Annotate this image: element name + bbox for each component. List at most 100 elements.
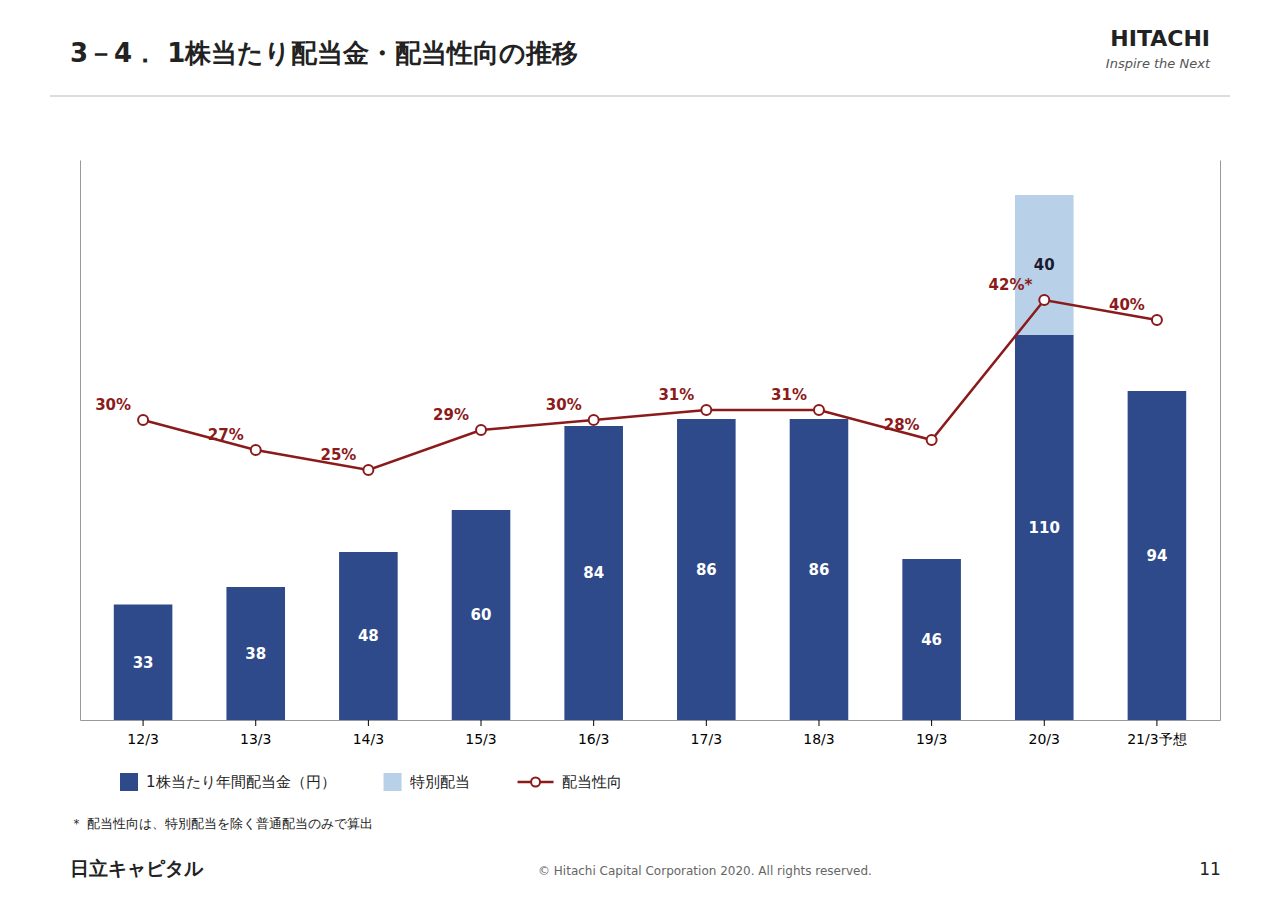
bar <box>339 552 398 720</box>
title: 3－4． 1株当たり配当金・配当性向の推移 <box>70 38 578 68</box>
bar <box>114 604 173 605</box>
x-tick-label: 18/3 <box>803 731 834 747</box>
bar <box>1128 391 1187 392</box>
marker <box>701 405 711 415</box>
x-tick: 17/3 <box>691 720 722 747</box>
data-labels: 3338486084868646110944030%27%25%29%30%31… <box>95 256 1167 671</box>
y-axis-line <box>80 161 81 721</box>
bar-label: 110 <box>1029 519 1060 537</box>
line-label: 28% <box>884 416 920 434</box>
line-label: 42%* <box>989 276 1033 294</box>
x-tick: 13/3 <box>240 720 271 747</box>
bar <box>564 426 623 720</box>
y2-axis <box>1220 161 1221 721</box>
bar-label: 94 <box>1146 547 1167 565</box>
logo-tagline: Inspire the Next <box>1106 56 1211 71</box>
note: ＊ 配当性向は、特別配当を除く普通配当のみで算出 <box>70 816 373 831</box>
plot-area <box>114 195 1186 720</box>
bar <box>339 552 398 553</box>
legend-item: 特別配当 <box>384 773 470 791</box>
chart-container: 3－4． 1株当たり配当金・配当性向の推移 HITACHI Inspire the … <box>0 0 1280 903</box>
marker <box>138 415 148 425</box>
x-tick-mark <box>818 720 819 726</box>
legend-item: 配当性向 <box>518 773 622 791</box>
line-label: 31% <box>771 386 807 404</box>
bars <box>114 195 1186 720</box>
marker <box>251 445 261 455</box>
legend-key-marker <box>531 778 540 787</box>
x-axis-line <box>81 720 1221 721</box>
bar <box>677 419 736 720</box>
bar <box>1015 195 1074 335</box>
x-tick-mark <box>706 720 707 726</box>
marker <box>1039 295 1049 305</box>
x-tick: 16/3 <box>578 720 609 747</box>
legend-item: 1株当たり年間配当金（円） <box>120 773 336 791</box>
x-tick: 15/3 <box>465 720 496 747</box>
x-tick-mark <box>368 720 369 726</box>
legend-label: 配当性向 <box>562 773 622 791</box>
x-tick-label: 19/3 <box>916 731 947 747</box>
bar-label: 60 <box>471 606 492 624</box>
x-tick-mark <box>1156 720 1157 726</box>
x-tick-label: 17/3 <box>691 731 722 747</box>
page-number: 11 <box>1199 859 1221 879</box>
x-tick-label: 16/3 <box>578 731 609 747</box>
bar <box>790 419 849 720</box>
chart-svg: 3－4． 1株当たり配当金・配当性向の推移 HITACHI Inspire the … <box>0 0 1280 903</box>
logo-name: HITACHI <box>1110 26 1210 51</box>
bar-label: 38 <box>245 645 266 663</box>
x-tick-mark <box>481 720 482 726</box>
marker <box>1152 315 1162 325</box>
marker <box>476 425 486 435</box>
x-tick-mark <box>931 720 932 726</box>
x-tick: 20/3 <box>1029 720 1060 747</box>
line <box>143 300 1157 470</box>
marker <box>814 405 824 415</box>
x-tick-label: 21/3予想 <box>1127 731 1186 747</box>
line-label: 30% <box>546 396 582 414</box>
legend-key <box>384 773 402 791</box>
bar <box>226 587 285 720</box>
marker <box>363 465 373 475</box>
x-tick-mark <box>255 720 256 726</box>
legend-label: 1株当たり年間配当金（円） <box>146 773 336 791</box>
marker <box>589 415 599 425</box>
bar <box>902 559 961 560</box>
x-tick-mark <box>143 720 144 726</box>
line-label: 25% <box>320 446 356 464</box>
bar <box>452 510 511 511</box>
line-label: 29% <box>433 406 469 424</box>
legend-label: 特別配当 <box>410 773 470 791</box>
line-label: 27% <box>208 426 244 444</box>
footer-copyright: © Hitachi Capital Corporation 2020. All … <box>538 864 872 878</box>
bar <box>1128 391 1187 720</box>
bar <box>452 510 511 720</box>
line-label: 31% <box>658 386 694 404</box>
legend-key <box>120 773 138 791</box>
bar-label: 46 <box>921 631 942 649</box>
x-tick: 21/3予想 <box>1127 720 1186 747</box>
x-tick: 18/3 <box>803 720 834 747</box>
marker <box>927 435 937 445</box>
x-tick-label: 13/3 <box>240 731 271 747</box>
footer-company: 日立キャピタル <box>70 857 204 879</box>
bar-label: 86 <box>809 561 830 579</box>
bar <box>790 419 849 420</box>
bar <box>902 559 961 720</box>
x-tick: 12/3 <box>127 720 158 747</box>
bar-label: 86 <box>696 561 717 579</box>
line-label: 40% <box>1109 296 1145 314</box>
x-tick: 19/3 <box>916 720 947 747</box>
x-tick-label: 15/3 <box>465 731 496 747</box>
line-label: 30% <box>95 396 131 414</box>
bar <box>1015 335 1074 720</box>
bar-label: 84 <box>583 564 604 582</box>
y2-axis-line <box>1220 161 1221 721</box>
x-tick-mark <box>593 720 594 726</box>
y-axis <box>80 161 81 721</box>
legend: 1株当たり年間配当金（円） 特別配当 配当性向 <box>120 773 622 791</box>
bar <box>677 419 736 420</box>
x-tick-mark <box>1044 720 1045 726</box>
x-tick: 14/3 <box>353 720 384 747</box>
